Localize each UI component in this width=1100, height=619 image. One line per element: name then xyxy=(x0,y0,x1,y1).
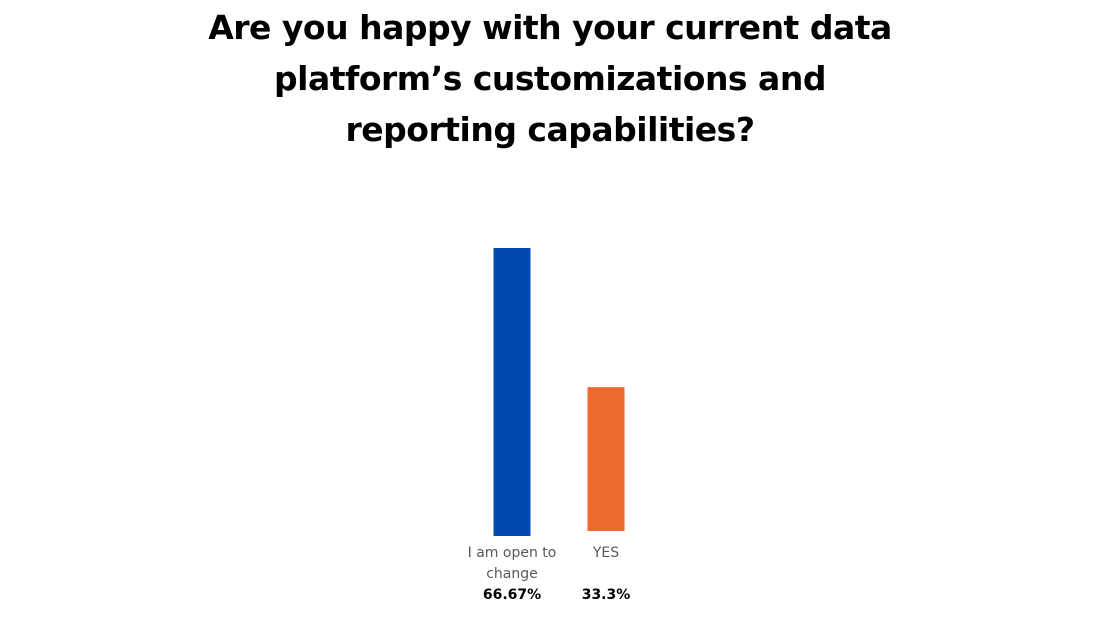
value-label-0: 66.67% xyxy=(483,587,541,603)
bar-0 xyxy=(493,248,531,536)
category-label-0-line-0: I am open to xyxy=(468,545,557,561)
value-label-1: 33.3% xyxy=(582,587,631,603)
category-label-0-line-1: change xyxy=(486,566,538,582)
chart-title: Are you happy with your current data pla… xyxy=(208,8,892,149)
bars-group xyxy=(493,248,625,536)
value-labels-group: 66.67% 33.3% xyxy=(483,587,630,603)
category-labels-group: I am open to change YES xyxy=(468,545,620,582)
category-label-1: YES xyxy=(592,545,619,561)
bar-1 xyxy=(587,387,625,531)
